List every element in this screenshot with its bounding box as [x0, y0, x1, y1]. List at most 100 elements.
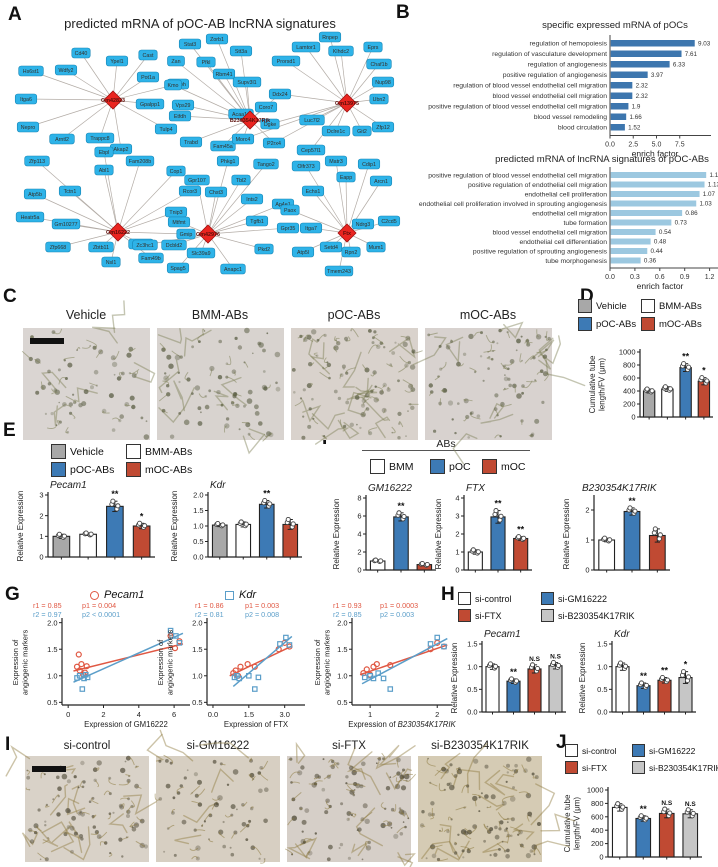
micrograph-label-si-b230354k17rik: si-B230354K17RIK [431, 740, 529, 752]
network-node: Wdfy2 [54, 64, 78, 76]
legend-swatch [430, 459, 445, 474]
svg-text:Zbtb11: Zbtb11 [93, 245, 109, 251]
network-hub: Gm42823 [101, 90, 125, 110]
hbar [610, 191, 700, 197]
micrograph-si-control [5, 745, 149, 862]
svg-text:3.0: 3.0 [279, 710, 289, 719]
hbar [610, 103, 629, 110]
bar [490, 516, 506, 571]
svg-text:Chst3: Chst3 [209, 190, 223, 196]
network-node: Cd40 [71, 47, 91, 59]
svg-text:blood vessel endothelial cell: blood vessel endothelial cell migration [493, 93, 608, 100]
svg-text:0.5: 0.5 [337, 698, 347, 707]
svg-text:positive regulation of blood v: positive regulation of blood vessel endo… [428, 104, 607, 111]
svg-text:8: 8 [357, 494, 361, 503]
svg-text:r1 = 0.85: r1 = 0.85 [33, 601, 62, 610]
svg-text:Klhdc2: Klhdc2 [333, 49, 349, 55]
micrograph-label-si-ftx: si-FTX [332, 740, 366, 752]
svg-text:p2 < 0.0001: p2 < 0.0001 [82, 610, 120, 619]
svg-text:2.32: 2.32 [636, 93, 649, 100]
data-point [508, 676, 515, 682]
svg-text:endothelial cell proliferation: endothelial cell proliferation involved … [419, 201, 608, 208]
network-node: Ints2 [240, 193, 264, 205]
network-hub: Gm13975 [335, 93, 359, 113]
svg-text:1.0: 1.0 [337, 671, 347, 680]
legend-label: si-control [582, 745, 617, 756]
data-point [220, 522, 226, 528]
svg-text:Mum1: Mum1 [369, 245, 384, 251]
legend-label: Vehicle [70, 445, 104, 458]
svg-text:Akap2: Akap2 [113, 147, 128, 153]
svg-text:1: 1 [455, 548, 459, 557]
legend-item: pOC-ABs [578, 317, 636, 331]
svg-text:positive regulation of blood v: positive regulation of blood vessel endo… [428, 172, 607, 179]
bar [548, 665, 563, 713]
legend-label: mOC-ABs [659, 318, 702, 330]
chart-fb230354k17rik: 0 1 2 Relative Expression B230354K17RIK ** [560, 478, 675, 576]
svg-text:**: ** [661, 666, 669, 676]
data-point [513, 678, 520, 684]
svg-text:1.0: 1.0 [192, 671, 202, 680]
bar [642, 390, 656, 418]
network-node: Cep57l1 [296, 144, 326, 156]
chart-ekdr: 0.0 0.5 1.0 1.5 2.0 Relative Expression Kdr ** [168, 478, 308, 562]
svg-text:0.0: 0.0 [597, 708, 607, 717]
network-node: Stat3 [178, 38, 202, 50]
hbar [610, 40, 695, 47]
svg-text:4: 4 [455, 494, 459, 503]
data-point [370, 663, 377, 670]
network-node: Heatr5a [15, 211, 45, 223]
svg-text:GM16222: GM16222 [368, 483, 412, 494]
data-point [244, 660, 251, 668]
network-node: Spag5 [166, 262, 190, 274]
svg-text:Expression of B230354K17RIK: Expression of B230354K17RIK [348, 720, 456, 729]
data-point [699, 375, 705, 381]
svg-text:0.0: 0.0 [208, 710, 218, 719]
svg-text:Mtfmt: Mtfmt [172, 220, 186, 226]
bar [52, 535, 71, 558]
chart-btop: specific expressed mRNA of pOCs regulatio… [390, 16, 718, 159]
svg-text:Nup98: Nup98 [375, 80, 391, 86]
data-point [492, 663, 499, 669]
micrograph-poc-abs [291, 328, 423, 445]
svg-text:Fam49b: Fam49b [141, 256, 160, 262]
svg-text:1: 1 [39, 532, 43, 541]
svg-text:Ypel1: Ypel1 [110, 59, 123, 65]
data-point [83, 530, 89, 536]
svg-text:2: 2 [101, 710, 105, 719]
svg-text:2.0: 2.0 [193, 491, 203, 500]
svg-text:p1 = 0.003: p1 = 0.003 [245, 601, 279, 610]
svg-text:1000: 1000 [619, 348, 636, 357]
svg-text:Gm42976: Gm42976 [196, 232, 220, 238]
svg-text:6: 6 [357, 512, 361, 521]
network-node: Trappc8 [85, 132, 115, 144]
bar [527, 668, 542, 713]
micrograph-si-gm16222 [123, 729, 280, 864]
hbar [610, 113, 627, 120]
network-node: P2rx4 [262, 137, 286, 149]
legend-swatch [565, 761, 578, 774]
panel-h-label: H [441, 584, 455, 605]
data-point [627, 505, 633, 511]
svg-text:p1 = 0.0003: p1 = 0.0003 [380, 601, 418, 610]
data-point [83, 663, 90, 670]
hbar [610, 238, 651, 245]
bar [636, 685, 651, 713]
svg-text:Lamtor1: Lamtor1 [296, 45, 315, 51]
network-node: Anapc1 [220, 263, 246, 275]
network-node: Itga7 [299, 222, 323, 234]
svg-text:0.5: 0.5 [193, 537, 203, 546]
data-point [638, 680, 645, 686]
network-node: Atp5l [291, 246, 315, 258]
bar [623, 510, 641, 571]
network-node: Pot1a [136, 71, 160, 83]
network-node: Tctn1 [58, 185, 82, 197]
legend-label: si-B230354K17RIK [649, 762, 718, 773]
svg-text:Tulp4: Tulp4 [159, 127, 172, 133]
svg-text:Zfp12: Zfp12 [376, 125, 390, 131]
data-point [167, 627, 174, 634]
svg-text:0.9: 0.9 [680, 274, 690, 281]
svg-text:Paox: Paox [284, 208, 296, 214]
data-point [632, 508, 638, 514]
data-point [424, 561, 430, 568]
